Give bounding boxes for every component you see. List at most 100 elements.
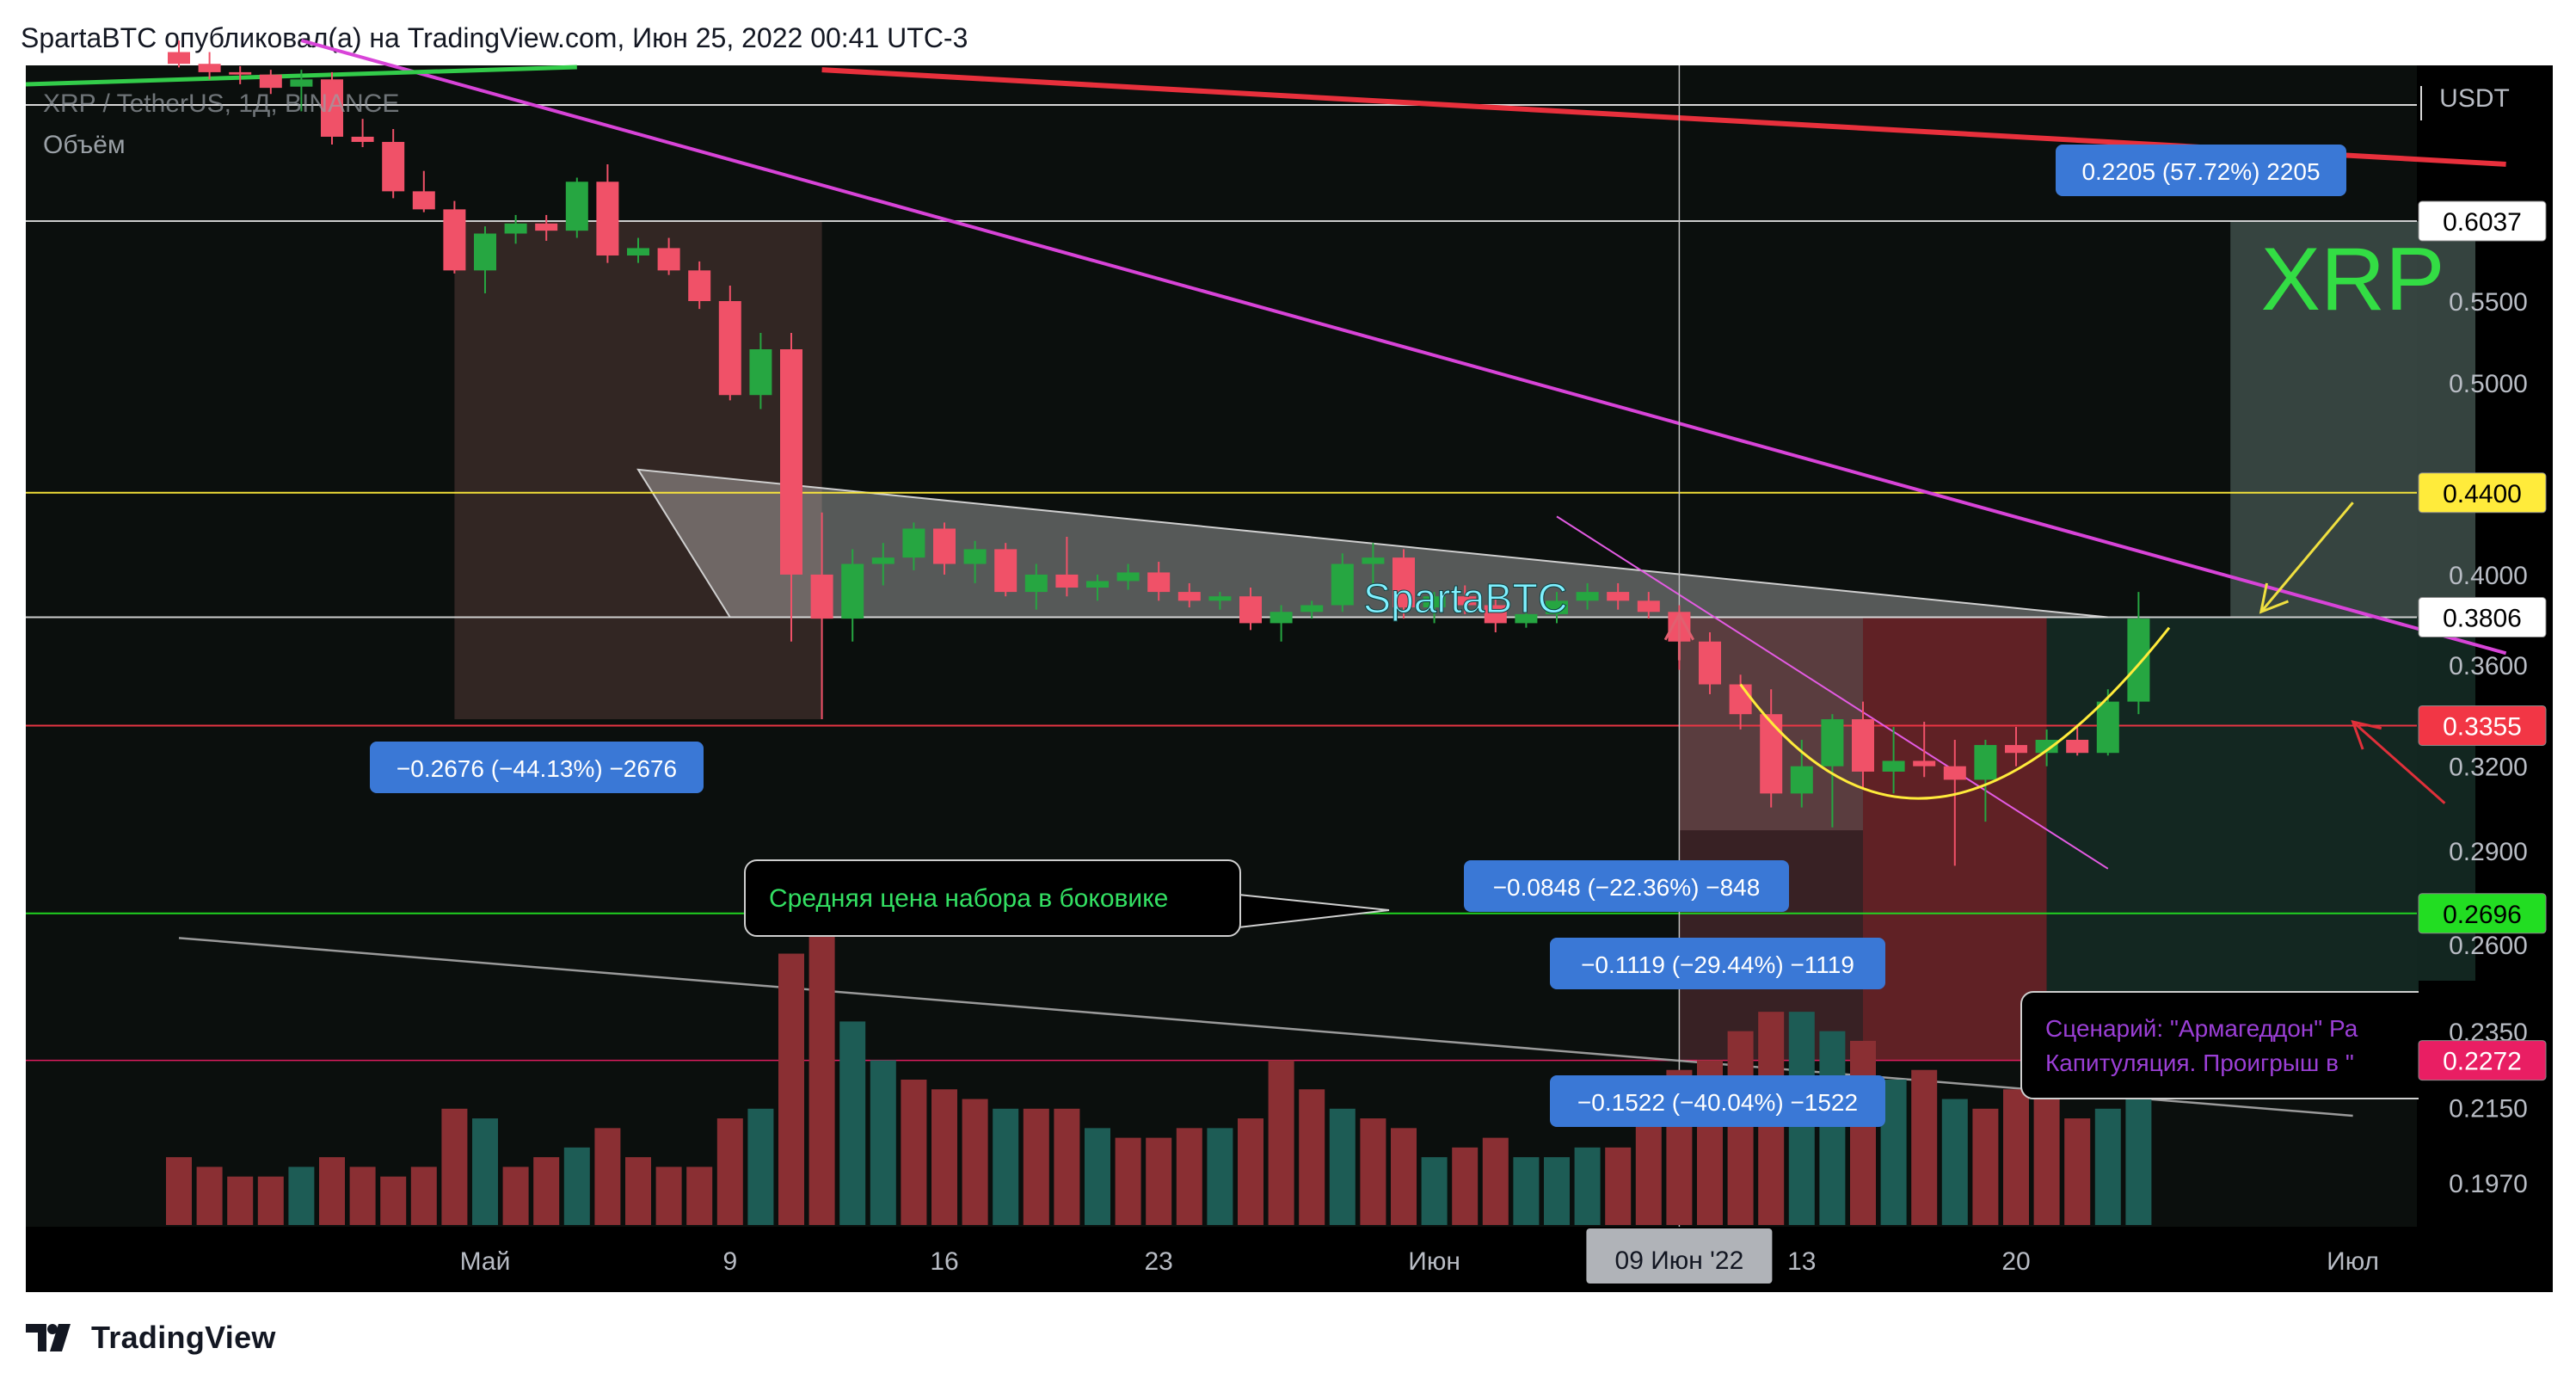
volume-bar	[962, 1099, 988, 1225]
volume-bar	[1054, 1108, 1080, 1225]
candle-body	[1331, 563, 1354, 606]
candle-body	[1515, 613, 1538, 624]
volume-bar	[1513, 1157, 1540, 1225]
volume-bar	[1268, 1060, 1294, 1225]
candle-body	[596, 182, 619, 255]
measure-label-drop-1119-box	[1550, 938, 1885, 989]
time-axis-tick: 9	[722, 1247, 737, 1276]
price-axis-tick: 0.4000	[2449, 562, 2528, 590]
crosshair-date-box	[1586, 1228, 1773, 1284]
candle-body	[259, 74, 282, 89]
measure-box-target-up	[2230, 221, 2475, 618]
price-axis-tick: 0.2600	[2449, 932, 2528, 960]
price-level-label-box	[2418, 200, 2547, 242]
volume-label-text: Объём	[43, 131, 126, 159]
arrow-yellow-shaft	[2259, 502, 2354, 613]
price-axis-tick: 0.3200	[2449, 754, 2528, 782]
measure-label-drop-848-box	[1464, 860, 1789, 912]
time-axis-tick: 16	[930, 1247, 958, 1276]
time-axis-tick: 20	[2001, 1247, 2030, 1276]
candle-body	[1943, 766, 1966, 780]
volume-bar	[533, 1157, 560, 1225]
callout-text: Средняя цена набора в боковике	[769, 884, 1168, 913]
arrow-small-pink	[1663, 611, 1695, 661]
price-level-label-2: 0.3806	[2418, 597, 2547, 638]
callout-box	[744, 859, 1241, 937]
candle-body	[994, 549, 1017, 593]
volume-bar	[901, 1080, 927, 1225]
candle-body	[565, 182, 588, 231]
price-level-label-0: 0.6037	[2418, 200, 2547, 242]
symbol-line-text: XRP / TetherUS, 1Д, BINANCE	[43, 89, 399, 118]
volume-bar	[472, 1118, 498, 1225]
volume-bar	[196, 1167, 223, 1225]
arrow-yellow	[2259, 502, 2354, 614]
arrow-red	[2351, 719, 2446, 804]
volume-bar	[380, 1176, 407, 1225]
callout-bubble: Средняя цена набора в боковике	[744, 859, 1390, 937]
volume-bar	[1238, 1118, 1263, 1225]
price-level-label-text: 0.4400	[2443, 480, 2522, 508]
volume-bar	[808, 934, 835, 1225]
time-axis-background	[26, 1227, 2553, 1292]
candle-body	[321, 79, 343, 137]
volume-bar	[441, 1108, 468, 1225]
volume-bar	[1482, 1137, 1509, 1225]
price-level-label-box	[2418, 705, 2547, 746]
candle-body	[1852, 719, 1874, 772]
candle-body	[749, 348, 772, 396]
volume-bar	[870, 1060, 896, 1225]
volume-bar	[2003, 1089, 2029, 1225]
candle-body	[1147, 572, 1171, 593]
volume-bar	[1299, 1089, 1325, 1225]
price-axis-tick: 0.5500	[2449, 288, 2528, 317]
measure-label-drop-1119: −0.1119 (−29.44%) −1119	[1550, 938, 1885, 989]
candle-body	[1362, 557, 1385, 564]
candle-body	[1790, 766, 1813, 794]
candle-body	[168, 52, 190, 65]
price-axis-tick: 0.3600	[2449, 652, 2528, 680]
volume-bar	[655, 1167, 682, 1225]
crosshair-date-text: 09 Июн '22	[1615, 1247, 1744, 1275]
candle-body	[1055, 574, 1079, 588]
candle-body	[1300, 605, 1324, 613]
arrow-yellow-head	[2259, 582, 2290, 614]
volume-bar	[839, 1021, 866, 1225]
candle-body	[443, 209, 466, 271]
candle-body	[871, 557, 895, 564]
candle-body	[841, 563, 864, 619]
time-axis-tick: Июл	[2327, 1247, 2379, 1276]
volume-bar	[747, 1108, 774, 1225]
volume-bar	[1911, 1069, 1938, 1225]
candle-body	[1116, 572, 1140, 582]
measure-label-drop-848-text: −0.0848 (−22.36%) −848	[1493, 874, 1761, 901]
volume-bar	[1850, 1040, 1876, 1225]
price-level-label-text: 0.3806	[2443, 605, 2522, 633]
volume-bar	[1972, 1108, 1999, 1225]
scenario-line-1: Сценарий: "Армагеддон" Ра	[2045, 1015, 2358, 1042]
volume-bar	[1329, 1108, 1356, 1225]
volume-bar	[1452, 1147, 1479, 1225]
measure-label-decline-may: −0.2676 (−44.13%) −2676	[370, 742, 704, 793]
candle-body	[902, 528, 925, 558]
volume-bar	[1574, 1147, 1601, 1225]
candle-body	[1484, 605, 1507, 624]
candle-body	[2096, 701, 2119, 754]
measure-label-decline-june-text: −0.1522 (−40.04%) −1522	[1577, 1089, 1858, 1116]
volume-bar	[227, 1176, 254, 1225]
candle-body	[780, 348, 802, 575]
volume-bar	[625, 1157, 651, 1225]
price-level-label-text: 0.2272	[2443, 1048, 2522, 1076]
candle-body	[1270, 612, 1293, 624]
volume-bar	[563, 1147, 590, 1225]
candle-body	[1546, 600, 1568, 614]
candle-body	[290, 79, 313, 87]
candle-body	[504, 223, 527, 234]
volume-bar	[2033, 1089, 2060, 1225]
candle-body	[627, 248, 649, 255]
price-level-label-4: 0.2696	[2418, 893, 2547, 934]
volume-bar	[1176, 1128, 1202, 1225]
arrow-small-pink-head	[1663, 611, 1695, 641]
volume-bar	[1941, 1099, 1968, 1225]
